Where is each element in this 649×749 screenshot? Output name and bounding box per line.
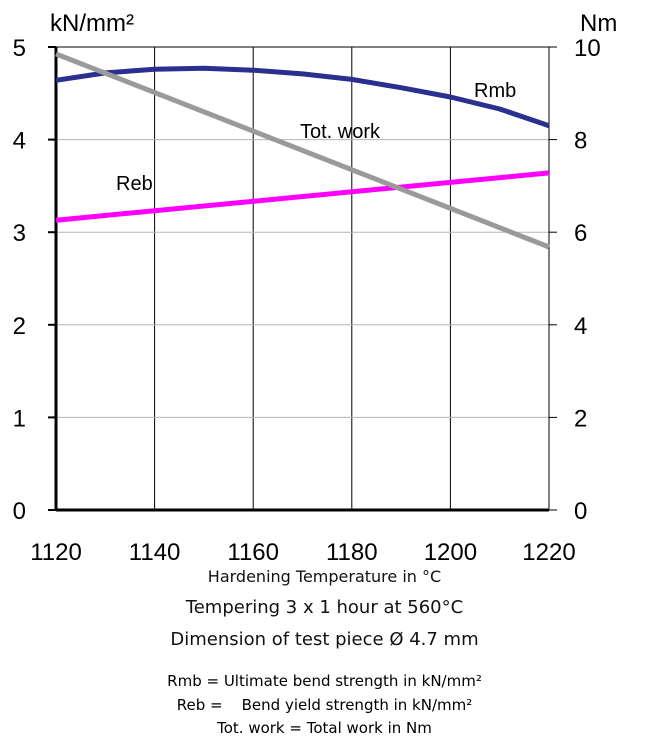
series-line-tot-work bbox=[55, 51, 550, 250]
x-tick-label: 1180 bbox=[326, 539, 378, 565]
y-left-tick-label: 2 bbox=[13, 313, 26, 340]
legend-rmb: Rmb = Ultimate bend strength in kN/mm² bbox=[167, 672, 482, 690]
x-tick-label: 1120 bbox=[30, 539, 82, 565]
y-left-axis-label: kN/mm² bbox=[50, 10, 134, 37]
y-right-tick-label: 10 bbox=[574, 35, 601, 62]
dimension-caption: Dimension of test piece Ø 4.7 mm bbox=[170, 629, 479, 650]
y-left-tick-label: 5 bbox=[13, 35, 26, 62]
series-label-reb: Reb bbox=[116, 173, 153, 195]
y-right-axis-label: Nm bbox=[580, 10, 617, 37]
y-left-tick-label: 3 bbox=[13, 220, 26, 247]
tempering-caption: Tempering 3 x 1 hour at 560°C bbox=[185, 597, 464, 618]
y-left-tick-label: 0 bbox=[13, 498, 26, 525]
x-tick-label: 1220 bbox=[522, 539, 575, 565]
y-right-tick-label: 8 bbox=[574, 128, 587, 155]
y-right-tick-label: 2 bbox=[574, 405, 587, 432]
y-right-tick-label: 4 bbox=[574, 313, 587, 340]
x-tick-label: 1160 bbox=[227, 539, 279, 565]
x-axis-label: Hardening Temperature in °C bbox=[207, 567, 442, 586]
series-line-rmb bbox=[55, 65, 550, 129]
chart: 0 1 2 3 4 5 0 2 4 6 8 10 1120 1140 1160 1180 1200 1220 kN/… bbox=[13, 10, 618, 565]
legend-reb: Reb = Bend yield strength in kN/mm² bbox=[176, 696, 473, 714]
y-right-tick-label: 0 bbox=[574, 498, 587, 525]
series-line-reb bbox=[55, 170, 550, 223]
series-label-rmb: Rmb bbox=[474, 80, 516, 102]
x-tick-label: 1200 bbox=[424, 539, 477, 565]
legend-tot-work: Tot. work = Total work in Nm bbox=[217, 719, 432, 737]
y-right-tick-label: 6 bbox=[574, 220, 587, 247]
x-tick-label: 1140 bbox=[129, 539, 181, 565]
y-left-tick-label: 1 bbox=[13, 405, 26, 432]
series-label-tot-work: Tot. work bbox=[300, 121, 381, 143]
y-left-tick-label: 4 bbox=[13, 128, 26, 155]
